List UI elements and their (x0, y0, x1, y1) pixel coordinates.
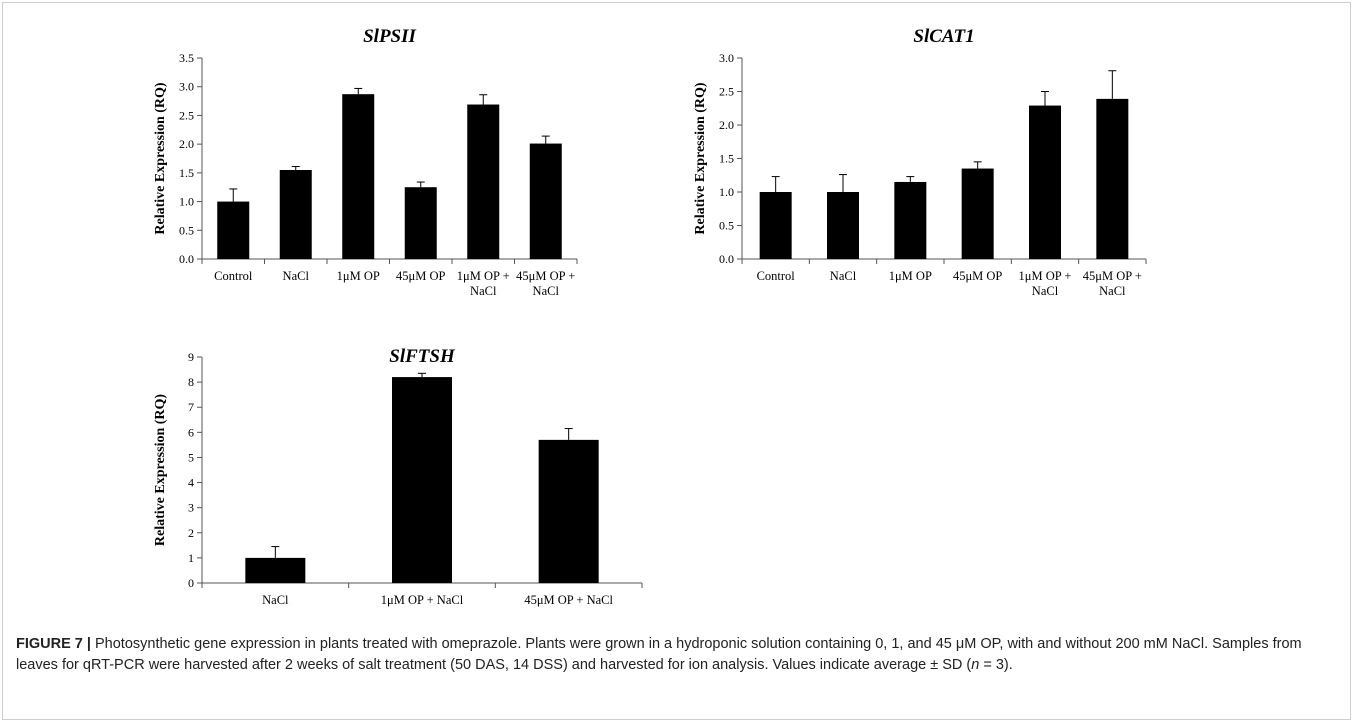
x-tick-label: NaCl (1032, 284, 1059, 298)
y-tick-label: 1.5 (179, 166, 194, 180)
y-tick-label: 8 (188, 375, 194, 389)
x-tick-label: NaCl (283, 269, 310, 283)
bar-1um-op-nacl (467, 104, 500, 259)
x-tick-label: 45μM OP (396, 269, 445, 283)
figure-caption: FIGURE 7 | Photosynthetic gene expressio… (16, 634, 1341, 676)
y-tick-label: 2.5 (719, 85, 734, 99)
x-tick-label: 1μM OP (337, 269, 380, 283)
y-tick-label: 1.0 (719, 185, 734, 199)
y-tick-label: 7 (188, 400, 194, 414)
x-tick-label: 1μM OP + NaCl (381, 593, 464, 607)
x-tick-label: 1μM OP + (1019, 269, 1072, 283)
y-tick-label: 1.5 (719, 152, 734, 166)
bar-nacl (827, 192, 859, 259)
bar-control (217, 201, 250, 259)
bar-45um-op-nacl (529, 143, 562, 259)
y-tick-label: 3.0 (719, 51, 734, 65)
x-tick-label: 45μM OP + (516, 269, 575, 283)
x-tick-label: NaCl (830, 269, 857, 283)
bar-nacl (279, 169, 312, 259)
x-tick-label: NaCl (533, 284, 560, 298)
x-tick-label: 45μM OP + NaCl (524, 593, 613, 607)
chart-title: SlFTSH (389, 346, 456, 367)
y-tick-label: 2.5 (179, 108, 194, 122)
y-tick-label: 2 (188, 526, 194, 540)
bar-1um-op-nacl (1029, 105, 1061, 259)
x-tick-label: NaCl (470, 284, 497, 298)
caption-text: Photosynthetic gene expression in plants… (16, 636, 1302, 673)
y-axis-label: Relative Expression (RQ) (153, 82, 168, 235)
x-tick-label: 1μM OP (889, 269, 932, 283)
y-tick-label: 0.5 (719, 219, 734, 233)
bar-1um-op (342, 94, 375, 260)
chart-title: SlPSII (363, 26, 416, 47)
y-tick-label: 6 (188, 425, 194, 439)
x-tick-label: NaCl (1099, 284, 1126, 298)
chart-slpsii: SlPSII Relative Expression (RQ) 0.0 0.5 1.0 1… (150, 24, 630, 314)
bar-nacl (245, 557, 306, 583)
y-tick-label: 9 (188, 350, 194, 364)
x-tick-label: 1μM OP + (457, 269, 510, 283)
bar-45um-op (404, 187, 437, 259)
y-tick-label: 2.0 (179, 137, 194, 151)
y-tick-label: 0.5 (179, 223, 194, 237)
chart-slftsh: SlFTSH Relative Expression (RQ) 0 1 2 3 4 5 6 7 8 9… (150, 338, 670, 613)
x-tick-label: 45μM OP + (1083, 269, 1142, 283)
y-tick-label: 0 (188, 576, 194, 590)
caption-text-end: = 3). (979, 657, 1013, 673)
bar-1um-op-nacl (392, 377, 452, 583)
y-tick-label: 3.0 (179, 80, 194, 94)
bar-control (759, 192, 792, 259)
y-tick-label: 5 (188, 450, 194, 464)
y-axis-label: Relative Expression (RQ) (693, 82, 708, 235)
bar-45um-op-nacl (538, 439, 599, 583)
x-tick-label: Control (757, 269, 796, 283)
y-tick-label: 3.5 (179, 51, 194, 65)
caption-n-symbol: n (971, 657, 980, 673)
caption-label: FIGURE 7 | (16, 636, 91, 652)
y-tick-label: 3 (188, 501, 194, 515)
y-tick-label: 0.0 (719, 252, 734, 266)
x-tick-label: 45μM OP (953, 269, 1002, 283)
chart-title: SlCAT1 (913, 26, 974, 47)
x-tick-label: NaCl (262, 593, 289, 607)
x-tick-label: Control (214, 269, 253, 283)
y-tick-label: 2.0 (719, 118, 734, 132)
y-tick-label: 1.0 (179, 195, 194, 209)
bar-45um-op-nacl (1096, 98, 1129, 260)
chart-slcat1: SlCAT1 Relative Expression (RQ) 0.0 0.5 1.0 1… (690, 24, 1210, 314)
y-tick-label: 4 (188, 476, 194, 490)
y-axis-label: Relative Expression (RQ) (153, 394, 168, 547)
bar-1um-op (894, 181, 927, 259)
bar-45um-op (961, 168, 994, 259)
y-tick-label: 0.0 (179, 252, 194, 266)
y-tick-label: 1 (188, 551, 194, 565)
